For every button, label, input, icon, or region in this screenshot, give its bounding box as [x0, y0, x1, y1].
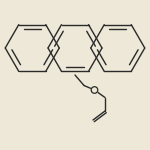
Circle shape [91, 87, 98, 93]
